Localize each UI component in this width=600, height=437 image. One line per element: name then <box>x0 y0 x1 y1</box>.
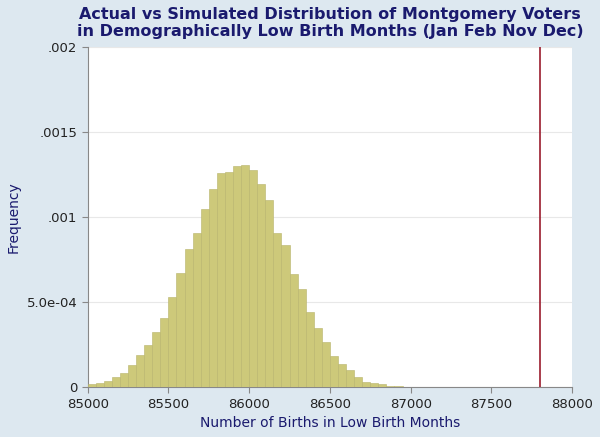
Bar <box>160 318 169 387</box>
Title: Actual vs Simulated Distribution of Montgomery Voters
in Demographically Low Bir: Actual vs Simulated Distribution of Mont… <box>77 7 583 39</box>
Bar <box>281 245 290 387</box>
Bar <box>394 386 403 387</box>
Bar <box>136 355 144 387</box>
Bar <box>274 233 281 387</box>
Bar <box>193 233 201 387</box>
Bar <box>209 189 217 387</box>
Bar <box>379 384 386 387</box>
Bar <box>338 364 346 387</box>
Bar <box>314 328 322 387</box>
Bar <box>322 342 330 387</box>
Bar <box>185 249 193 387</box>
Bar <box>225 172 233 387</box>
Bar <box>298 289 305 387</box>
Bar <box>169 297 176 387</box>
Y-axis label: Frequency: Frequency <box>7 181 21 253</box>
Bar <box>112 378 120 387</box>
Bar <box>265 200 274 387</box>
Bar <box>241 165 249 387</box>
Bar <box>120 374 128 387</box>
Bar <box>71 386 80 387</box>
Bar <box>249 170 257 387</box>
Bar <box>88 385 96 387</box>
Bar <box>354 377 362 387</box>
Bar <box>128 365 136 387</box>
Bar <box>176 273 185 387</box>
Bar <box>64 386 71 387</box>
Bar <box>346 370 354 387</box>
Bar <box>257 184 265 387</box>
X-axis label: Number of Births in Low Birth Months: Number of Births in Low Birth Months <box>200 416 460 430</box>
Bar <box>96 383 104 387</box>
Bar <box>152 333 160 387</box>
Bar <box>217 173 225 387</box>
Bar <box>201 209 209 387</box>
Bar <box>362 382 370 387</box>
Bar <box>330 356 338 387</box>
Bar <box>305 312 314 387</box>
Bar <box>370 383 379 387</box>
Bar <box>104 381 112 387</box>
Bar <box>233 166 241 387</box>
Bar <box>144 345 152 387</box>
Bar <box>290 274 298 387</box>
Bar <box>80 385 88 387</box>
Bar <box>386 386 394 387</box>
